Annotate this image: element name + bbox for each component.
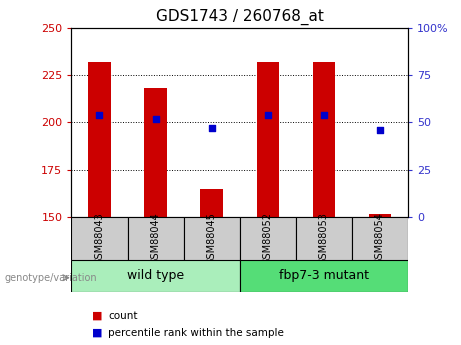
Point [264,112,272,118]
Bar [71,217,128,260]
Text: GSM88044: GSM88044 [151,213,160,265]
Point [152,116,160,121]
Bar [352,217,408,260]
Point [320,112,327,118]
Text: GSM88045: GSM88045 [207,213,217,265]
Point [96,112,103,118]
Text: ■: ■ [92,311,103,321]
Bar [240,260,408,292]
Text: GSM88053: GSM88053 [319,213,329,265]
Text: wild type: wild type [127,269,184,283]
Bar [296,217,352,260]
Text: count: count [108,311,138,321]
Point [376,127,384,133]
Text: GSM88043: GSM88043 [95,213,105,265]
Bar [313,62,335,217]
Text: ■: ■ [92,328,103,338]
Bar [256,62,279,217]
Text: fbp7-3 mutant: fbp7-3 mutant [279,269,369,283]
Bar [369,214,391,217]
Bar [128,217,183,260]
Bar [88,62,111,217]
Text: genotype/variation: genotype/variation [5,273,97,283]
Bar [240,217,296,260]
Title: GDS1743 / 260768_at: GDS1743 / 260768_at [156,9,324,25]
Text: percentile rank within the sample: percentile rank within the sample [108,328,284,338]
Text: GSM88054: GSM88054 [375,213,385,265]
Point [208,126,215,131]
Bar [144,88,167,217]
Bar [183,217,240,260]
Bar [71,260,240,292]
Bar [201,189,223,217]
Text: GSM88052: GSM88052 [263,213,273,265]
